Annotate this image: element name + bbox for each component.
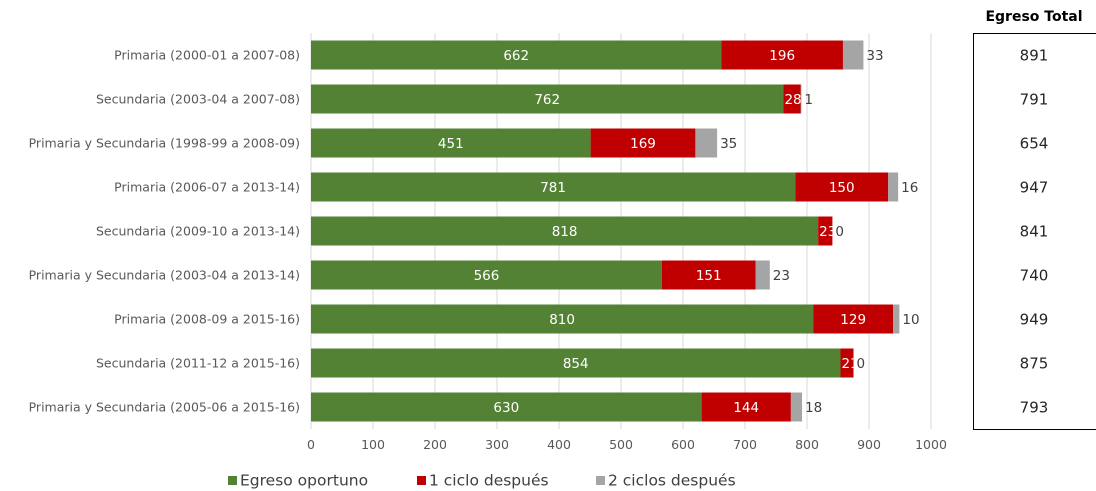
data-label: 129 bbox=[840, 312, 866, 328]
total-value: 791 bbox=[1020, 91, 1049, 109]
bar-segment bbox=[311, 260, 662, 290]
bar-segment bbox=[701, 392, 791, 422]
data-label: 33 bbox=[866, 48, 883, 64]
category-label: Secundaria (2011-12 a 2015-16) bbox=[96, 356, 300, 371]
data-label: 810 bbox=[549, 312, 575, 328]
bar-segment bbox=[661, 260, 756, 290]
bar-segment bbox=[790, 392, 803, 422]
data-label: 28 bbox=[784, 92, 801, 108]
bar-segment bbox=[818, 216, 833, 246]
data-label: 23 bbox=[819, 224, 836, 240]
bars bbox=[311, 40, 900, 422]
data-label: 196 bbox=[769, 48, 795, 64]
bar-segment bbox=[800, 84, 802, 114]
legend-swatch bbox=[228, 476, 237, 485]
x-tick-label: 100 bbox=[361, 437, 385, 452]
data-label: 16 bbox=[901, 180, 918, 196]
category-label: Primaria y Secundaria (2003-04 a 2013-14… bbox=[29, 268, 300, 283]
bar-segment bbox=[311, 40, 722, 70]
egreso-total-table: Egreso Total 891 791 654 947 841 740 949 875 793 bbox=[973, 9, 1096, 430]
x-tick-label: 300 bbox=[485, 437, 509, 452]
data-label: 451 bbox=[438, 136, 464, 152]
category-label: Primaria y Secundaria (2005-06 a 2015-16… bbox=[29, 400, 300, 415]
bar-segment bbox=[311, 216, 819, 246]
bar-segment bbox=[893, 304, 900, 334]
total-value: 891 bbox=[1020, 47, 1049, 65]
data-label: 150 bbox=[829, 180, 855, 196]
total-value: 654 bbox=[1020, 135, 1049, 153]
data-label: 18 bbox=[805, 400, 822, 416]
data-label: 781 bbox=[540, 180, 566, 196]
x-tick-label: 1000 bbox=[915, 437, 947, 452]
category-label: Primaria y Secundaria (1998-99 a 2008-09… bbox=[29, 136, 300, 151]
category-label: Secundaria (2003-04 a 2007-08) bbox=[96, 92, 300, 107]
total-value: 793 bbox=[1020, 399, 1049, 417]
x-tick-label: 500 bbox=[609, 437, 633, 452]
data-label: 144 bbox=[733, 400, 759, 416]
total-table-title: Egreso Total bbox=[985, 9, 1082, 25]
category-label: Primaria (2008-09 a 2015-16) bbox=[114, 312, 300, 327]
total-value: 875 bbox=[1020, 355, 1049, 373]
legend-swatch bbox=[596, 476, 605, 485]
x-tick-label: 400 bbox=[547, 437, 571, 452]
bar-segment bbox=[311, 392, 702, 422]
x-axis-tick-labels: 0 100 200 300 400 500 600 700 800 900 1000 bbox=[307, 437, 947, 452]
bar-segment bbox=[695, 128, 718, 158]
x-tick-label: 800 bbox=[795, 437, 819, 452]
x-tick-label: 0 bbox=[307, 437, 315, 452]
bar-segment bbox=[795, 172, 889, 202]
bar-segment bbox=[783, 84, 801, 114]
legend: Egreso oportuno 1 ciclo después 2 ciclos d… bbox=[228, 472, 736, 490]
bar-segment bbox=[888, 172, 899, 202]
category-label: Primaria (2000-01 a 2007-08) bbox=[114, 48, 300, 63]
category-label: Secundaria (2009-10 a 2013-14) bbox=[96, 224, 300, 239]
bar-segment bbox=[311, 84, 784, 114]
x-tick-label: 600 bbox=[671, 437, 695, 452]
data-label: 0 bbox=[857, 356, 866, 372]
total-value: 947 bbox=[1020, 179, 1049, 197]
bar-segment bbox=[840, 348, 854, 378]
data-label: 818 bbox=[552, 224, 578, 240]
bar-segment bbox=[311, 172, 796, 202]
total-value: 740 bbox=[1020, 267, 1049, 285]
bar-segment bbox=[311, 348, 841, 378]
data-label: 0 bbox=[835, 224, 844, 240]
category-labels: Primaria (2000-01 a 2007-08) Secundaria (… bbox=[29, 48, 300, 415]
bar-segment bbox=[842, 40, 864, 70]
data-label: 151 bbox=[696, 268, 722, 284]
total-table-border bbox=[973, 33, 1096, 430]
data-label: 566 bbox=[474, 268, 500, 284]
data-label: 10 bbox=[902, 312, 919, 328]
data-label: 1 bbox=[804, 92, 813, 108]
data-label: 854 bbox=[563, 356, 589, 372]
total-value: 841 bbox=[1020, 223, 1049, 241]
legend-label: 1 ciclo después bbox=[429, 472, 549, 490]
data-label: 35 bbox=[720, 136, 737, 152]
data-label: 169 bbox=[630, 136, 656, 152]
bar-segment bbox=[721, 40, 843, 70]
legend-label: Egreso oportuno bbox=[240, 472, 368, 490]
category-label: Primaria (2006-07 a 2013-14) bbox=[114, 180, 300, 195]
data-label: 23 bbox=[773, 268, 790, 284]
bar-segment bbox=[311, 128, 591, 158]
total-value: 949 bbox=[1020, 311, 1049, 329]
x-tick-label: 200 bbox=[423, 437, 447, 452]
legend-label: 2 ciclos después bbox=[608, 472, 736, 490]
legend-swatch bbox=[417, 476, 426, 485]
data-label: 630 bbox=[493, 400, 519, 416]
data-label: 21 bbox=[841, 356, 858, 372]
bar-segment bbox=[590, 128, 696, 158]
data-label: 662 bbox=[503, 48, 529, 64]
bar-segment bbox=[311, 304, 814, 334]
data-label: 762 bbox=[534, 92, 560, 108]
bar-segment bbox=[755, 260, 770, 290]
x-tick-label: 700 bbox=[733, 437, 757, 452]
x-tick-label: 900 bbox=[857, 437, 881, 452]
bar-segment bbox=[813, 304, 894, 334]
